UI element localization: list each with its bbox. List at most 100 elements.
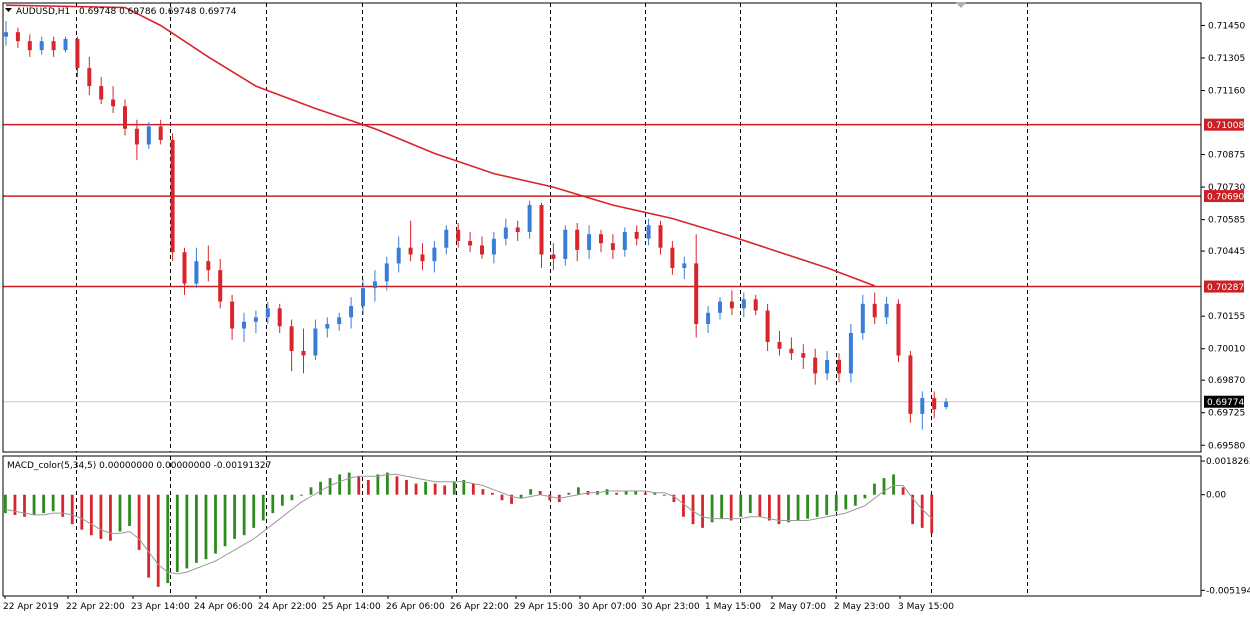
candle — [313, 319, 318, 360]
x-tick-label: 25 Apr 14:00 — [322, 602, 381, 612]
candle — [265, 301, 270, 325]
level-price-label: 0.70690 — [1207, 193, 1244, 203]
candle-body — [622, 231, 627, 250]
candle — [158, 119, 163, 145]
candle-body — [301, 350, 306, 356]
histogram-bar — [338, 474, 342, 495]
histogram-bar — [682, 494, 685, 517]
candle — [39, 36, 44, 55]
candle — [182, 247, 187, 295]
histogram-bar — [662, 494, 666, 496]
histogram-bar — [42, 494, 45, 514]
y-tick-label: 0.71450 — [1208, 21, 1245, 31]
candle — [444, 225, 449, 255]
histogram-bar — [777, 494, 781, 525]
candle-body — [4, 32, 8, 37]
dropdown-triangle-icon[interactable] — [5, 8, 12, 12]
candle — [325, 317, 330, 338]
histogram-bar — [605, 489, 609, 495]
candle-body — [420, 254, 425, 262]
time-axis: 22 Apr 2019 22 Apr 22:00 23 Apr 14:00 24 Ap… — [3, 596, 954, 612]
candle — [4, 20, 8, 46]
y-tick-label: 0.70010 — [1208, 345, 1245, 355]
histogram-bar — [61, 494, 65, 517]
indicator-y-tick-label: -0.005194 — [1206, 586, 1250, 596]
candle-body — [39, 41, 44, 51]
candle-body — [337, 317, 342, 325]
candle-body — [920, 398, 925, 414]
candle — [670, 240, 675, 275]
histogram-bar — [720, 494, 724, 519]
candle — [146, 121, 151, 149]
histogram-bar — [787, 494, 790, 523]
histogram-bar — [825, 494, 829, 515]
candle — [801, 344, 806, 369]
histogram-bar — [80, 494, 84, 530]
histogram-bar — [796, 494, 800, 521]
candle — [741, 292, 746, 318]
moving-average-line — [5, 4, 875, 287]
candle-body — [432, 247, 437, 262]
candle — [872, 292, 877, 325]
histogram-bar — [70, 494, 74, 525]
histogram-bar — [366, 479, 370, 495]
candle-body — [741, 299, 746, 309]
histogram-bar — [424, 481, 427, 495]
candle — [15, 27, 20, 48]
candle — [527, 200, 532, 239]
candle-body — [75, 38, 80, 69]
candle — [908, 350, 913, 423]
histogram-bar — [261, 494, 265, 521]
candle-body — [289, 326, 294, 351]
candle-body — [325, 324, 330, 329]
scroll-marker-icon[interactable] — [955, 2, 967, 8]
candle-body — [944, 401, 949, 408]
candle — [587, 225, 592, 259]
level-price-tag — [1204, 118, 1244, 131]
candle-body — [242, 321, 246, 329]
candle-body — [218, 270, 223, 302]
histogram-bar — [471, 483, 475, 495]
histogram-bar — [691, 494, 695, 525]
candle-body — [15, 32, 20, 42]
candle-body — [396, 247, 401, 264]
candles — [4, 20, 949, 430]
histogram-bar — [32, 494, 36, 515]
chart-frame — [2, 2, 1202, 597]
y-tick-label: 0.70875 — [1208, 151, 1245, 161]
candle-body — [408, 247, 413, 255]
candle — [420, 243, 425, 271]
histogram-bar — [147, 494, 151, 578]
histogram-bar — [806, 494, 809, 519]
candle — [468, 231, 473, 253]
histogram-bar — [567, 492, 571, 495]
x-tick-label: 24 Apr 22:00 — [258, 602, 317, 612]
candle — [825, 350, 830, 381]
y-tick-label: 0.70445 — [1208, 247, 1245, 257]
candle — [551, 243, 556, 271]
candle-body — [230, 301, 235, 329]
histogram-bar — [911, 494, 915, 525]
ohlc-values: 0.69748 0.69786 0.69748 0.69774 — [79, 7, 237, 17]
histogram-bar — [233, 494, 236, 539]
current-price-label: 0.69774 — [1207, 398, 1244, 408]
candle — [765, 303, 770, 351]
candle-body — [634, 231, 639, 239]
candle — [194, 247, 199, 289]
histogram-bar — [433, 483, 437, 495]
macd-histogram — [4, 472, 934, 587]
candle — [337, 312, 342, 331]
histogram-bar — [395, 476, 399, 495]
histogram-bar — [863, 494, 867, 499]
histogram-bar — [319, 481, 322, 495]
candle-body — [765, 310, 770, 342]
histogram-bar — [538, 491, 542, 495]
candle — [610, 234, 615, 259]
candle-body — [860, 303, 865, 334]
candle-body — [206, 261, 211, 271]
candle — [837, 353, 841, 383]
histogram-bar — [252, 494, 256, 528]
histogram-bar — [739, 494, 743, 517]
x-tick-label: 30 Apr 07:00 — [578, 602, 637, 612]
